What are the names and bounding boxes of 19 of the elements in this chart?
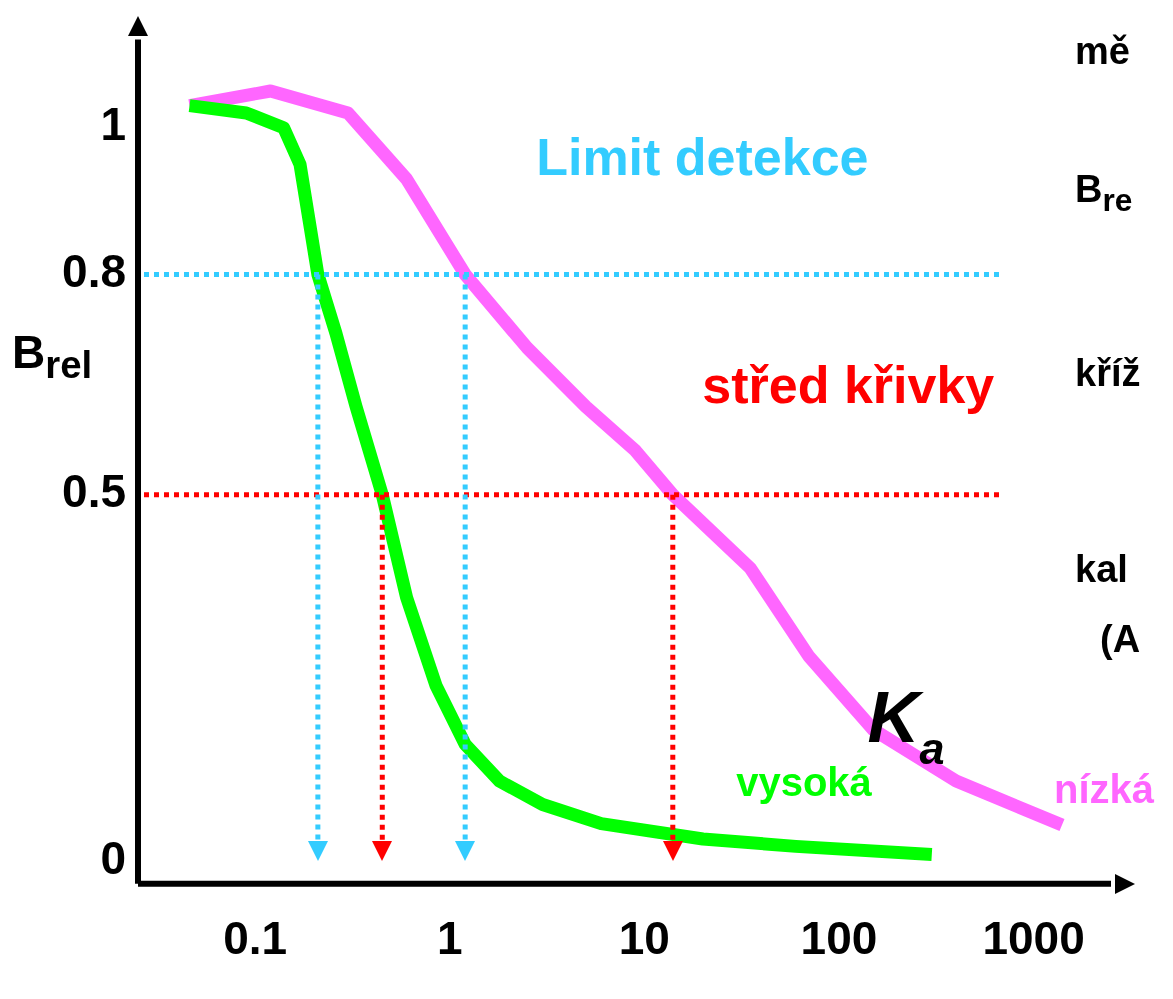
y-tick-label: 1 bbox=[100, 98, 126, 151]
x-tick-label: 1 bbox=[436, 912, 463, 965]
annotation: mě bbox=[1075, 30, 1130, 73]
ref-line-label: střed křivky bbox=[702, 355, 995, 414]
x-tick-label: 100 bbox=[800, 912, 878, 965]
y-tick-label: 0 bbox=[100, 832, 126, 885]
annotation: B$_{re}$ bbox=[1075, 168, 1133, 219]
series-label: nízká bbox=[1054, 767, 1155, 812]
x-tick-label: 10 bbox=[618, 912, 670, 965]
x-tick-label: 0.1 bbox=[223, 912, 288, 965]
series-label: vysoká bbox=[736, 760, 873, 805]
ref-line-label: Limit detekce bbox=[536, 128, 869, 187]
annotation: kal bbox=[1075, 548, 1128, 591]
y-axis-title: B$_{rel}$ bbox=[12, 325, 93, 388]
annotation: (A bbox=[1100, 618, 1141, 661]
y-tick-label: 0.5 bbox=[62, 465, 126, 518]
x-tick-label: 1000 bbox=[982, 912, 1085, 965]
annotation: kříž bbox=[1075, 352, 1141, 395]
y-tick-label: 0.8 bbox=[62, 245, 126, 298]
